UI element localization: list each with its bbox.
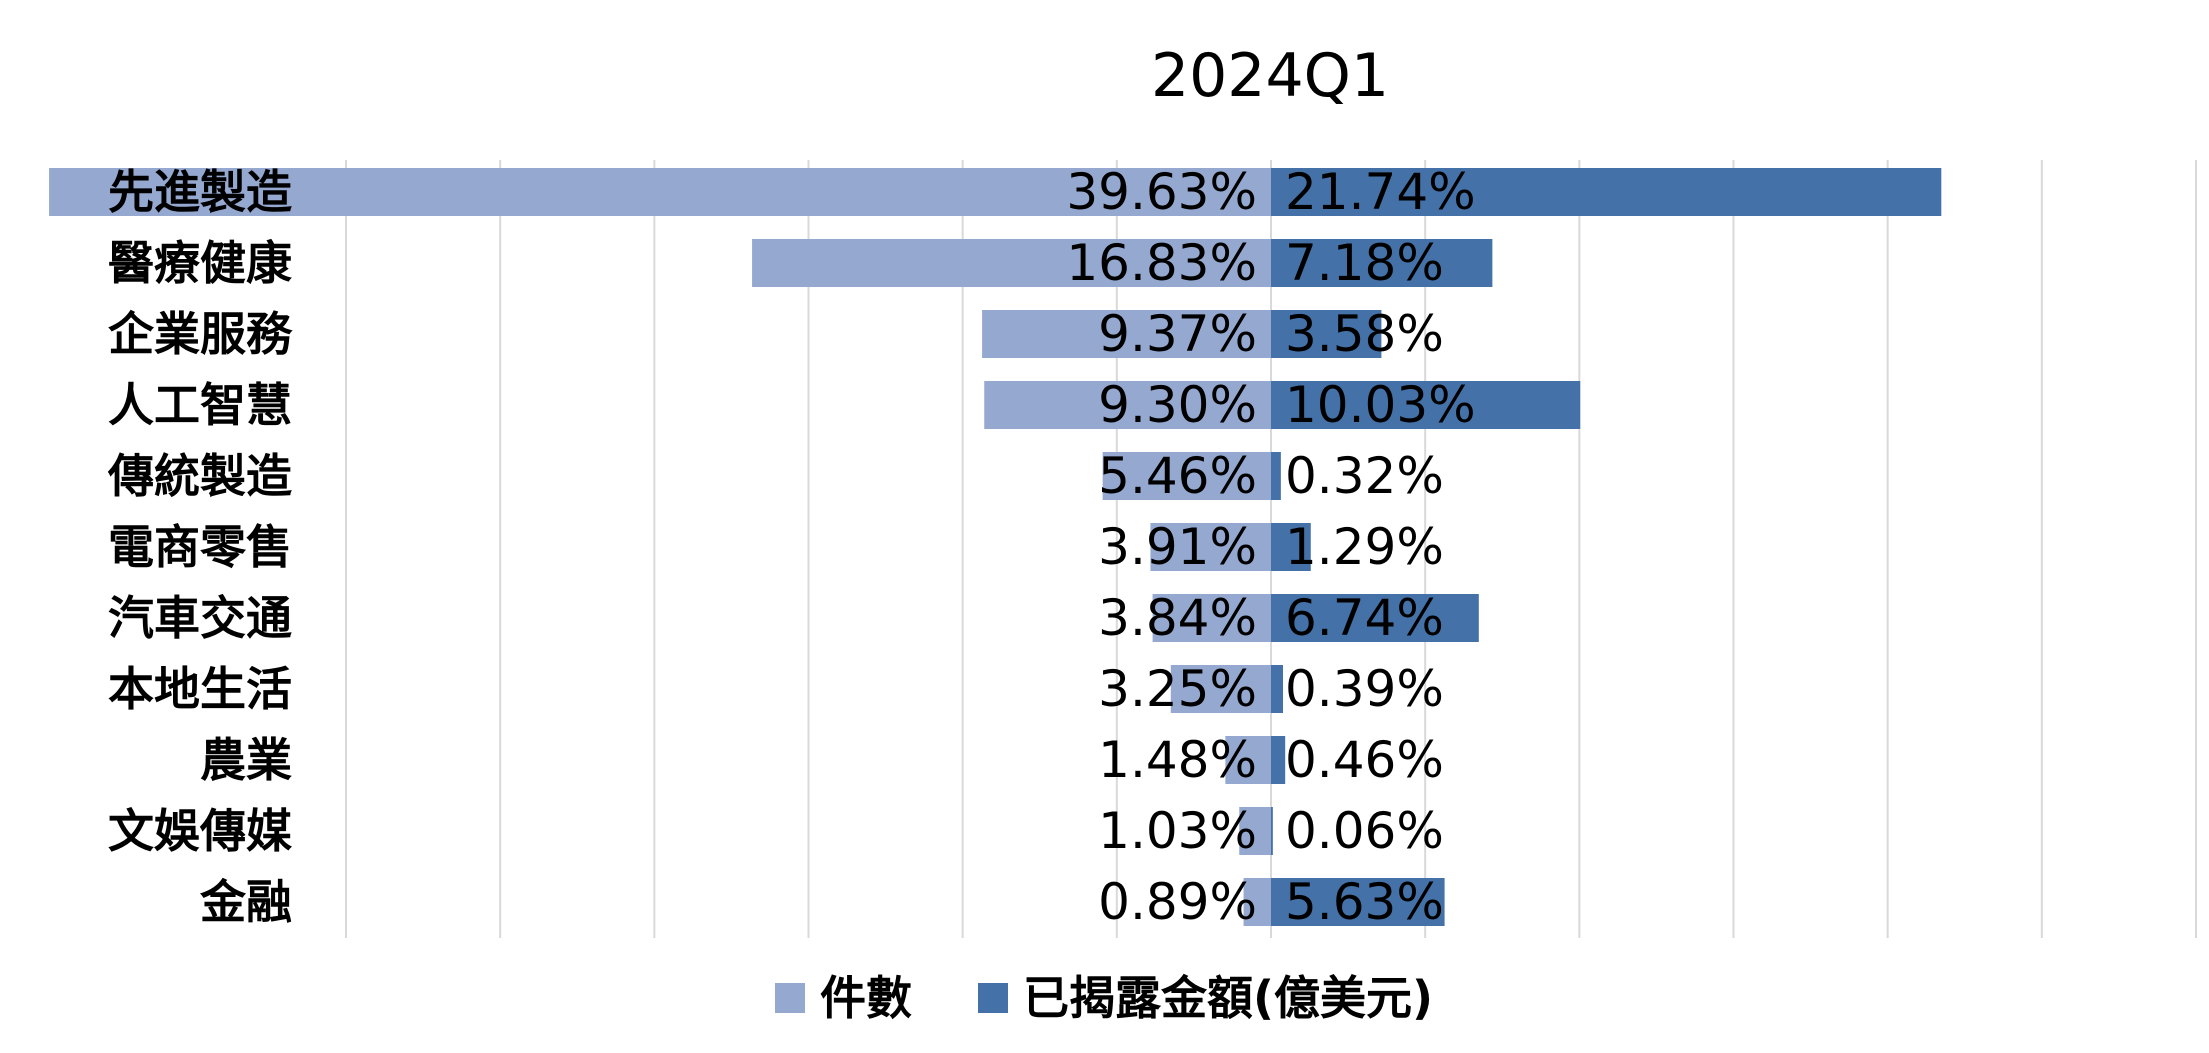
bar-件數 <box>1170 665 1271 713</box>
data-label-left: 16.83% <box>1066 234 1257 292</box>
chart-legend: 件數 已揭露金額(億美元) <box>775 971 1433 1025</box>
legend-swatch <box>978 983 1008 1013</box>
data-label-left: 3.91% <box>1098 518 1257 576</box>
bar-件數 <box>1152 594 1271 642</box>
data-label-left: 9.37% <box>1098 305 1257 363</box>
data-labels: 39.63% 21.74% 16.83% 7.18% 9.37% 3.58% 9.30% 10… <box>1066 163 1475 931</box>
data-label-right: 1.29% <box>1285 518 1444 576</box>
data-label-right: 3.58% <box>1285 305 1444 363</box>
data-label-left: 9.30% <box>1098 376 1257 434</box>
category-label: 先進製造 <box>108 165 292 219</box>
data-label-right: 0.32% <box>1285 447 1444 505</box>
category-label: 電商零售 <box>108 520 292 574</box>
data-label-left: 39.63% <box>1066 163 1257 221</box>
data-label-left: 3.25% <box>1098 660 1257 718</box>
bar-件數 <box>982 310 1271 358</box>
bar-件數 <box>1150 523 1271 571</box>
legend-label: 已揭露金額(億美元) <box>1023 971 1433 1025</box>
bar-已揭露金額(億美元) <box>1271 878 1445 926</box>
bar-已揭露金額(億美元) <box>1271 736 1286 784</box>
bar-件數 <box>752 239 1271 287</box>
bar-件數 <box>1225 736 1271 784</box>
data-label-right: 0.39% <box>1285 660 1444 718</box>
bar-已揭露金額(億美元) <box>1271 807 1273 855</box>
category-label: 醫療健康 <box>108 236 292 290</box>
bar-件數 <box>1239 807 1271 855</box>
data-label-right: 10.03% <box>1285 376 1476 434</box>
data-label-left: 1.48% <box>1098 731 1257 789</box>
category-label: 人工智慧 <box>108 378 292 432</box>
bar-已揭露金額(億美元) <box>1271 381 1581 429</box>
bar-已揭露金額(億美元) <box>1271 523 1311 571</box>
data-label-right: 5.63% <box>1285 873 1444 931</box>
category-label: 農業 <box>200 733 292 787</box>
series-left-bars <box>49 168 1272 926</box>
bar-已揭露金額(億美元) <box>1271 310 1382 358</box>
data-label-left: 1.03% <box>1098 802 1257 860</box>
data-label-left: 0.89% <box>1098 873 1257 931</box>
gridlines <box>345 160 2197 938</box>
bar-已揭露金額(億美元) <box>1271 594 1479 642</box>
bar-已揭露金額(億美元) <box>1271 239 1493 287</box>
data-label-right: 0.06% <box>1285 802 1444 860</box>
legend-label: 件數 <box>820 971 912 1025</box>
data-label-left: 5.46% <box>1098 447 1257 505</box>
data-label-right: 21.74% <box>1285 163 1476 221</box>
bar-已揭露金額(億美元) <box>1271 452 1281 500</box>
data-label-right: 0.46% <box>1285 731 1444 789</box>
bar-件數 <box>1102 452 1271 500</box>
series-right-bars <box>1271 168 1942 926</box>
bar-件數 <box>984 381 1271 429</box>
category-label: 文娛傳媒 <box>108 804 293 858</box>
category-label: 汽車交通 <box>108 591 292 645</box>
category-label: 本地生活 <box>108 662 292 716</box>
chart-title: 2024Q1 <box>1151 41 1389 111</box>
category-label: 金融 <box>199 875 292 929</box>
category-label: 企業服務 <box>108 307 293 361</box>
bar-已揭露金額(億美元) <box>1271 168 1942 216</box>
bar-已揭露金額(億美元) <box>1271 665 1284 713</box>
bar-件數 <box>1243 878 1271 926</box>
bar-件數 <box>49 168 1272 216</box>
category-label: 傳統製造 <box>107 449 292 503</box>
data-label-right: 6.74% <box>1285 589 1444 647</box>
data-label-left: 3.84% <box>1098 589 1257 647</box>
data-label-right: 7.18% <box>1285 234 1444 292</box>
legend-swatch <box>775 983 805 1013</box>
